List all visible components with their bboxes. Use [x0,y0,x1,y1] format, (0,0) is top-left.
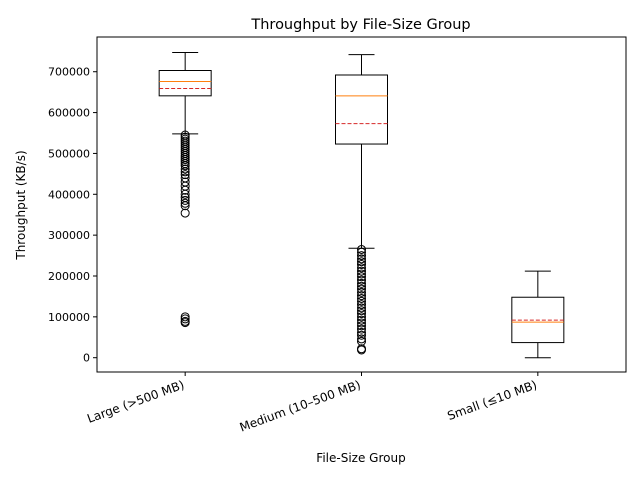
outlier-point [357,336,366,346]
outlier-point [357,291,366,301]
outlier-point [357,312,366,322]
x-tick-label: Medium (10–500 MB) [238,378,363,435]
outlier-point [357,315,366,325]
outlier-point [180,201,190,211]
outlier-point [357,247,366,257]
outlier-point [357,293,366,303]
outlier-point [357,321,366,331]
outlier-point [357,244,366,254]
y-tick-label: 0 [83,352,90,365]
outlier-point [357,254,366,264]
y-tick-label: 700000 [48,66,90,79]
outlier-point [180,164,190,174]
outlier-point [180,198,190,208]
outlier-point [180,185,190,195]
outlier-point [180,195,190,205]
outlier-point [357,309,366,319]
outlier-point [357,324,366,334]
outlier-point [357,281,366,291]
outlier-point [357,275,366,285]
outlier-point [357,260,366,270]
outlier-point [357,263,366,273]
outlier-point [180,314,190,324]
outlier-point [180,189,190,199]
outlier-point [180,208,190,218]
y-axis-label: Throughput (KB/s) [14,150,28,260]
outlier-point [180,318,190,328]
chart-title: Throughput by File-Size Group [250,17,470,33]
outlier-point [357,287,366,297]
outlier-point [357,330,366,340]
x-tick-label: Large (>500 MB) [85,378,186,426]
y-tick-label: 200000 [48,270,90,283]
outlier-point [357,272,366,282]
outlier-point [357,327,366,337]
y-axis: 0 100000 200000 300000 400000 500000 600000 700… [48,66,97,365]
outlier-point [357,266,366,276]
box-group [335,54,388,355]
x-tick-label: Small (≤10 MB) [446,378,539,423]
y-tick-label: 400000 [48,188,90,201]
x-axis-label: File-Size Group [316,451,405,465]
outlier-point [180,167,190,177]
outlier-point [357,318,366,328]
outlier-point [357,284,366,294]
plot-area [96,36,627,373]
outlier-point [180,170,190,180]
outlier-point [357,334,366,344]
box-group [158,52,212,328]
y-tick-label: 100000 [48,311,90,324]
outlier-point [357,345,366,355]
outlier-point [357,278,366,288]
box-group [511,270,565,359]
x-axis: Large (>500 MB) Medium (10–500 MB) Small (… [85,372,539,435]
box-iqr [335,74,388,145]
outlier-point [357,306,366,316]
outlier-point [180,161,190,171]
y-tick-label: 300000 [48,229,90,242]
outlier-point [357,300,366,310]
outlier-point [357,303,366,313]
outlier-point [357,251,366,261]
box-iqr [158,70,212,97]
outlier-point [357,257,366,267]
y-tick-label: 500000 [48,147,90,160]
y-tick-label: 600000 [48,107,90,120]
outlier-point [357,269,366,279]
outlier-point [357,296,366,306]
